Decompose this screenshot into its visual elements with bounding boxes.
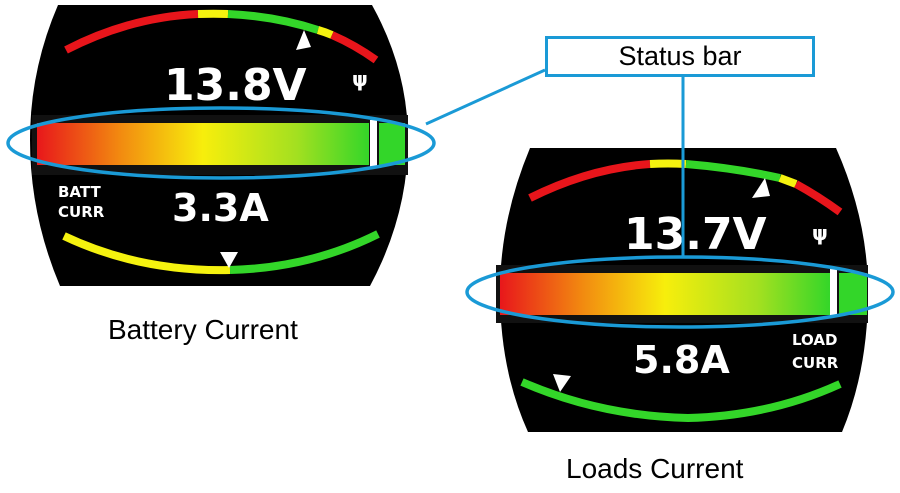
battery-current-arc bbox=[62, 230, 380, 275]
loads-current-label-line2: CURR bbox=[792, 354, 839, 372]
loads-status-bar-fill bbox=[500, 273, 830, 315]
loads-current-arc bbox=[520, 378, 842, 423]
loads-voltage-pointer bbox=[752, 178, 770, 198]
battery-status-bar-marker bbox=[370, 120, 377, 168]
battery-voltage-arc bbox=[64, 9, 379, 64]
usb-icon: ψ bbox=[812, 221, 828, 245]
battery-current-label-line1: BATT bbox=[58, 183, 101, 201]
callout-leaders bbox=[425, 68, 685, 257]
loads-current-pointer bbox=[553, 374, 571, 392]
battery-current-label-line2: CURR bbox=[58, 203, 105, 221]
loads-status-bar-highlight bbox=[465, 255, 895, 329]
loads-current-label-line1: LOAD bbox=[792, 331, 837, 349]
battery-caption: Battery Current bbox=[108, 314, 298, 345]
battery-current-value: 3.3A bbox=[172, 186, 269, 230]
loads-status-bar-tail bbox=[839, 273, 867, 315]
battery-voltage-value: 13.8V bbox=[164, 60, 307, 111]
status-bar-callout: Status bar bbox=[545, 36, 815, 77]
status-bar-callout-label: Status bar bbox=[618, 41, 742, 71]
loads-caption: Loads Current bbox=[566, 453, 744, 484]
loads-status-bar-marker bbox=[830, 269, 837, 317]
battery-voltage-pointer bbox=[296, 30, 311, 50]
battery-status-bar-tail bbox=[379, 123, 405, 165]
loads-display: 13.7V ψ 5.8A LOAD CURR bbox=[496, 148, 868, 432]
loads-current-value: 5.8A bbox=[633, 338, 730, 382]
loads-voltage-value: 13.7V bbox=[624, 209, 767, 260]
battery-status-bar-fill bbox=[37, 123, 369, 165]
battery-current-pointer bbox=[220, 252, 238, 268]
battery-status-bar-highlight bbox=[6, 106, 436, 180]
loads-voltage-arc bbox=[528, 159, 843, 216]
usb-icon: ψ bbox=[352, 67, 368, 91]
battery-display: 13.8V ψ BATT CURR 3.3A bbox=[30, 5, 408, 286]
